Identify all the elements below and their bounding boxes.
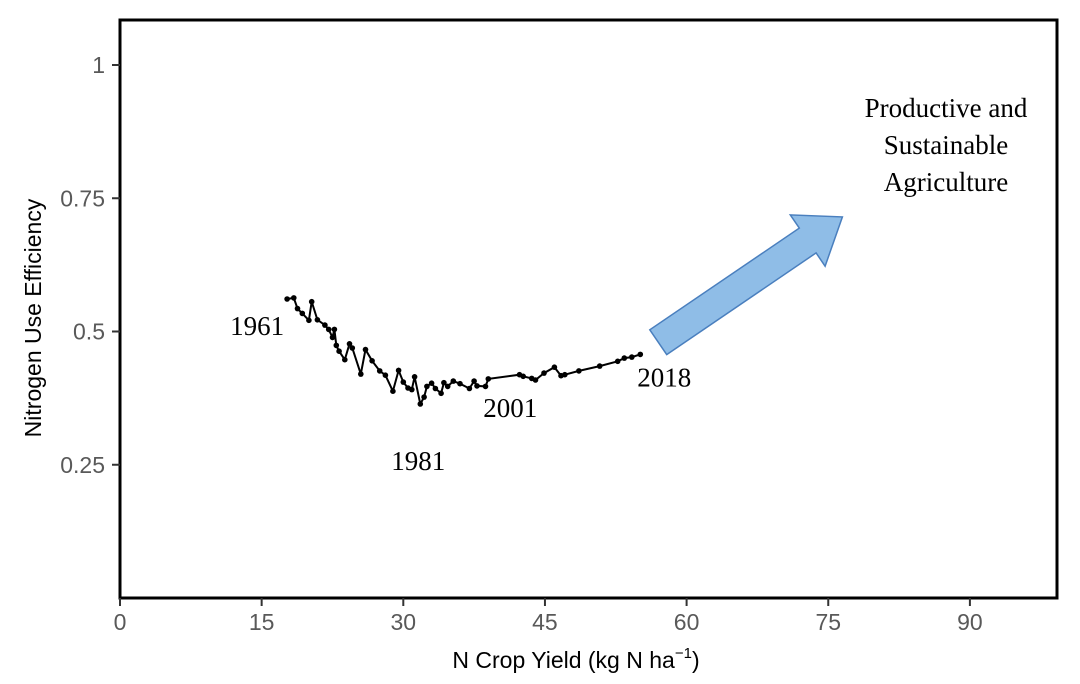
x-axis: 0 15 30 45 60 75 90: [114, 598, 983, 635]
data-point: [346, 341, 353, 347]
x-tick-label: 0: [114, 609, 127, 635]
data-point: [450, 378, 457, 384]
data-point: [637, 351, 644, 358]
data-point: [369, 358, 375, 364]
data-point: [428, 380, 435, 387]
data-point: [482, 383, 489, 390]
data-point: [400, 379, 407, 385]
trend-arrow: [648, 214, 844, 356]
data-point: [376, 368, 383, 374]
y-tick-label: 0.75: [60, 185, 105, 211]
data-point: [382, 372, 389, 379]
data-point: [322, 322, 328, 328]
data-point: [284, 296, 290, 302]
data-point: [596, 363, 603, 369]
data-point: [417, 401, 424, 407]
x-tick-label: 60: [674, 609, 700, 635]
year-labels: 1961 1981 2001 2018: [230, 311, 691, 476]
data-point: [409, 386, 415, 393]
data-point: [474, 383, 480, 389]
data-point: [291, 295, 297, 301]
data-point: [329, 334, 336, 341]
x-axis-title-suffix: ): [692, 647, 700, 673]
x-axis-title: N Crop Yield (kg N ha−1): [452, 645, 699, 673]
y-tick-label: 0.25: [60, 452, 105, 478]
data-point: [411, 374, 418, 380]
data-point: [325, 326, 332, 333]
data-point: [424, 383, 430, 390]
annotation-line: Agriculture: [884, 167, 1008, 197]
y-tick-label: 1: [92, 52, 105, 78]
x-tick-label: 30: [391, 609, 417, 635]
data-point: [629, 354, 635, 360]
data-point: [390, 388, 396, 395]
x-tick-label: 75: [815, 609, 841, 635]
x-tick-label: 90: [957, 609, 983, 635]
nue-series-points: [284, 295, 644, 407]
y-tick-label: 0.5: [73, 319, 105, 345]
year-label-2001: 2001: [483, 393, 537, 423]
data-point: [485, 376, 492, 382]
data-point: [306, 317, 312, 324]
annotation-line: Productive and: [865, 93, 1028, 123]
data-point: [471, 378, 477, 384]
data-point: [362, 346, 369, 353]
x-tick-label: 45: [532, 609, 558, 635]
data-point: [432, 385, 439, 392]
year-label-1981: 1981: [391, 446, 445, 476]
data-point: [562, 371, 568, 378]
data-point: [614, 358, 621, 365]
y-axis-title: Nitrogen Use Efficiency: [20, 198, 46, 437]
data-point: [621, 355, 628, 361]
data-point: [438, 390, 444, 397]
annotation-line: Sustainable: [884, 130, 1008, 160]
data-point: [294, 305, 301, 312]
data-point: [520, 373, 526, 380]
data-point: [314, 317, 321, 323]
data-point: [444, 383, 451, 390]
x-axis-title-main: N Crop Yield (kg N ha: [452, 647, 675, 673]
year-label-2018: 2018: [637, 362, 691, 392]
data-point: [308, 298, 315, 305]
data-point: [541, 370, 547, 376]
data-point: [358, 371, 364, 377]
data-point: [342, 356, 348, 363]
data-point: [551, 364, 558, 371]
data-point: [349, 345, 356, 351]
data-point: [441, 379, 447, 386]
data-point: [299, 310, 306, 317]
data-point: [466, 385, 473, 392]
data-point: [421, 394, 427, 400]
data-point: [395, 367, 402, 374]
year-label-1961: 1961: [230, 311, 284, 341]
data-point: [331, 326, 338, 333]
plot-frame: [118, 18, 1059, 600]
data-point: [532, 377, 539, 383]
data-point: [457, 380, 463, 387]
data-point: [336, 348, 342, 355]
data-point: [576, 368, 582, 374]
annotation-text: Productive and Sustainable Agriculture: [865, 93, 1028, 197]
data-point: [333, 342, 340, 349]
x-tick-label: 15: [249, 609, 275, 635]
y-axis: 0.25 0.5 0.75 1: [60, 52, 120, 478]
x-axis-title-sup: −1: [675, 645, 692, 662]
